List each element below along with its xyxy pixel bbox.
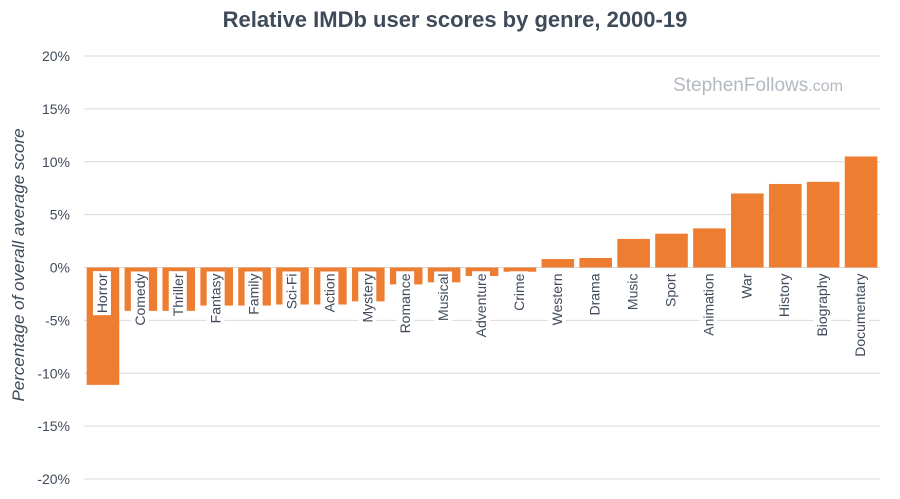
category-label: Crime (511, 273, 527, 311)
bar-western (541, 259, 575, 268)
y-tick-label: -10% (37, 365, 70, 381)
category-label-background (282, 271, 301, 312)
category-label: Adventure (473, 273, 489, 337)
category-label: Thriller (170, 273, 186, 316)
category-label: War (738, 273, 754, 298)
category-label-background (851, 271, 870, 359)
category-label: Romance (397, 273, 413, 333)
category-label-background (699, 271, 718, 338)
category-label-background (775, 271, 794, 320)
category-label-background (813, 271, 832, 339)
category-label: History (776, 274, 792, 318)
category-label: Action (321, 274, 337, 313)
category-label-background (168, 271, 187, 319)
bar-documentary (844, 156, 878, 268)
category-label: Animation (700, 274, 716, 336)
category-label-background (358, 271, 377, 325)
y-tick-label: -15% (37, 418, 70, 434)
y-axis-label: Percentage of overall average score (9, 128, 28, 401)
chart-title: Relative IMDb user scores by genre, 2000… (223, 7, 688, 32)
bar-animation (693, 228, 726, 268)
category-label-background (737, 271, 756, 301)
y-tick-label: 0% (50, 260, 70, 276)
category-label: Mystery (359, 274, 375, 323)
category-label-background (661, 271, 680, 309)
bar-sport (655, 233, 688, 268)
watermark: StephenFollows.com (673, 75, 843, 96)
category-label: Drama (587, 273, 603, 315)
y-tick-label: 10% (42, 154, 70, 170)
category-label-background (396, 271, 415, 336)
category-label: Sci-Fi (283, 274, 299, 310)
category-label-background (509, 271, 528, 313)
y-tick-label: 5% (50, 207, 70, 223)
category-label-background (472, 271, 490, 340)
y-axis-ticks: 20% 15% 10% 5% 0% -5% -10% -15% -20% (37, 48, 70, 487)
category-label: Horror (94, 273, 110, 313)
category-label: Western (549, 274, 565, 326)
category-label-background (130, 271, 149, 328)
bar-crime (503, 267, 537, 272)
category-label: Music (625, 274, 641, 311)
category-label-background (547, 271, 566, 328)
y-tick-label: 15% (42, 101, 70, 117)
watermark-main: StephenFollows (673, 75, 808, 96)
bar-music (617, 238, 650, 268)
bar-war (731, 193, 764, 268)
category-label-background (206, 271, 225, 326)
category-label: Family (246, 274, 262, 315)
category-label: Documentary (852, 274, 868, 357)
category-label-background (320, 271, 339, 315)
category-labels: Horror Comedy Thriller Fantasy Family Sci-Fi A… (92, 271, 870, 359)
category-label-background (434, 271, 453, 323)
bar-history (768, 183, 802, 268)
category-label: Biography (814, 274, 830, 337)
category-label-background (623, 271, 642, 313)
category-label: Musical (435, 274, 451, 321)
y-tick-label: 20% (42, 48, 70, 64)
watermark-domain: .com (808, 78, 843, 95)
category-label: Fantasy (208, 274, 224, 324)
category-label-background (92, 271, 111, 316)
y-tick-label: -20% (37, 471, 70, 487)
bar-drama (579, 257, 613, 268)
category-label-background (244, 271, 263, 317)
bars (86, 156, 878, 385)
category-label: Sport (663, 273, 679, 307)
y-tick-label: -5% (45, 312, 70, 328)
category-label-background (585, 271, 604, 318)
category-label: Comedy (132, 274, 148, 326)
bar-biography (806, 181, 840, 268)
